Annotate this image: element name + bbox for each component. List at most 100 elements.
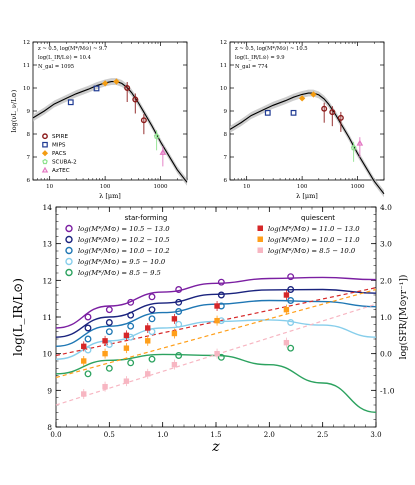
y-right-tick-label: 2.0 <box>380 276 392 285</box>
sed-point-mips <box>67 99 74 106</box>
y-tick-label: 14 <box>42 203 52 212</box>
y-tick-label: 8 <box>47 423 52 432</box>
series-point <box>287 286 295 293</box>
x-tick-label: 0.0 <box>50 431 61 439</box>
series-point <box>127 359 135 367</box>
y-right-tick-label: 0.0 <box>380 350 392 359</box>
sed-point-pacs <box>101 80 109 87</box>
series-point <box>102 350 108 357</box>
sed-point-spire <box>140 117 147 124</box>
sed-point-mips <box>290 109 297 116</box>
series-point <box>175 286 183 293</box>
series-point <box>214 317 220 324</box>
x-tick-label: 3.0 <box>370 431 381 439</box>
y-tick-label: 10 <box>220 86 227 92</box>
series-point <box>214 350 220 357</box>
series-point <box>175 298 183 306</box>
legend-marker <box>257 247 263 253</box>
x-tick-label: 100 <box>100 184 111 190</box>
legend-title: star-forming <box>125 214 168 222</box>
legend-marker <box>41 150 49 157</box>
sed-point-aztec <box>159 148 167 155</box>
panel-annotation: z ~ 0.5, log(M*/M⊙) ~ 9.7 <box>38 45 107 52</box>
legend-marker <box>257 225 263 231</box>
legend-label: SPIRE <box>52 134 68 140</box>
y-tick-label: 9 <box>47 386 52 395</box>
y-right-axis-label: log(SFR/[M⊙yr⁻¹]) <box>398 275 409 360</box>
series-point <box>145 325 151 331</box>
series-curve <box>55 288 377 379</box>
legend-marker <box>42 133 48 140</box>
legend-marker <box>65 257 73 266</box>
series-point <box>123 378 130 384</box>
legend-marker <box>65 268 73 277</box>
y-right-tick-label: 3.0 <box>380 240 392 249</box>
legend-label: log(M*/M⊙) = 10.5 − 13.0 <box>78 225 170 233</box>
legend-label: AzTEC <box>52 168 70 174</box>
sed-point-aztec <box>356 139 364 146</box>
series-point <box>214 303 220 309</box>
y-axis-label: log(L_IR/L⊙) <box>11 278 25 356</box>
legend-marker <box>65 235 73 244</box>
series-point <box>105 319 113 326</box>
series-point <box>283 292 290 298</box>
x-tick-label: 2.0 <box>264 431 275 439</box>
series-point <box>148 328 156 336</box>
legend-label: log(M*/M⊙) = 11.0 − 13.0 <box>268 225 360 233</box>
series-point <box>81 391 87 397</box>
sed-point-mips <box>264 109 271 116</box>
sed-point-spire <box>124 84 131 91</box>
y-tick-label: 9 <box>224 109 228 115</box>
x-tick-label: 1000 <box>154 184 168 190</box>
series-point <box>105 364 113 372</box>
sed-panel-left: 10 100 1000 6 7 8 9 10 11 12 λ [μm] log(νL_ν/L⊙) z ~… <box>10 40 188 200</box>
legend-label: log(M*/M⊙) = 10.2 − 10.5 <box>78 236 170 244</box>
sed-point-scuba-2 <box>350 144 357 151</box>
series-point <box>105 306 113 314</box>
y-axis-label: log(νL_ν/L⊙) <box>10 89 18 132</box>
sed-point-spire <box>132 96 139 103</box>
legend-marker <box>257 236 263 242</box>
y-tick-label: 8 <box>224 132 228 138</box>
y-right-tick-label: -1.0 <box>380 386 395 395</box>
series-curve <box>55 276 377 329</box>
legend-label: log(M*/M⊙) = 8.5 − 10.0 <box>268 247 356 255</box>
y-tick-label: 12 <box>42 276 52 285</box>
series-point <box>84 313 92 321</box>
series-point <box>105 328 113 336</box>
series-point <box>175 320 183 328</box>
series-point <box>148 293 156 301</box>
x-tick-label: 0.5 <box>104 431 115 439</box>
y-tick-label: 12 <box>23 40 30 46</box>
series-point <box>175 352 183 359</box>
series-point <box>217 291 225 299</box>
sed-point-pacs <box>310 91 317 98</box>
sed-point-mips <box>93 85 100 92</box>
panel-annotation: N_gal = 774 <box>235 64 268 70</box>
y-tick-label: 9 <box>27 109 31 115</box>
series-point <box>123 345 130 351</box>
x-tick-label: 2.5 <box>317 431 328 439</box>
series-point <box>171 330 178 337</box>
sed-point-spire <box>337 114 344 121</box>
legend-label: log(M*/M⊙) = 10.0 − 10.2 <box>78 247 170 255</box>
series-point <box>102 383 108 390</box>
panel-annotation: log(L_IR/L⊙) = 9.9 <box>235 54 285 61</box>
y-tick-label: 10 <box>42 350 52 359</box>
series-point <box>287 273 295 281</box>
series-point <box>145 371 151 377</box>
legend-label: MIPS <box>52 143 66 149</box>
sed-point-spire <box>329 109 336 116</box>
series-point <box>287 344 295 352</box>
series-curve <box>55 353 377 413</box>
series-point <box>123 332 130 339</box>
series-point <box>127 311 135 319</box>
legend-label: PACS <box>52 151 67 157</box>
series-point <box>84 370 92 378</box>
legend-label: SCUBA-2 <box>52 160 77 166</box>
series-point <box>148 306 156 314</box>
y-tick-label: 7 <box>27 155 31 161</box>
x-tick-label: 1.0 <box>157 431 168 439</box>
series-point <box>171 361 178 368</box>
